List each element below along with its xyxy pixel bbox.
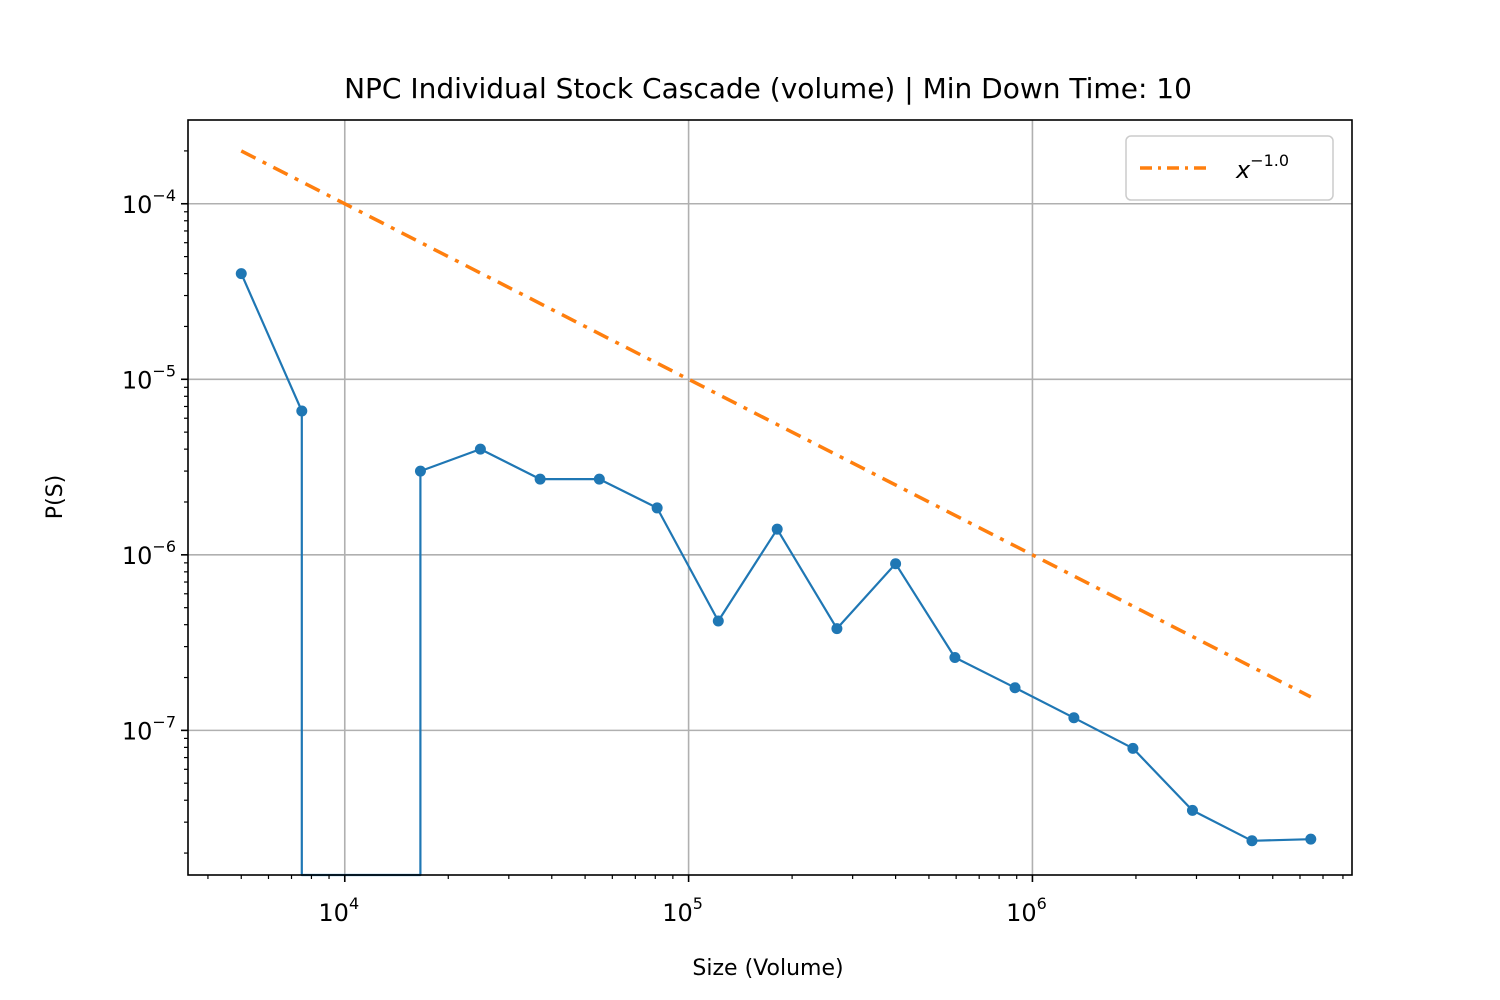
data-point xyxy=(593,473,605,485)
data-point xyxy=(1246,835,1258,847)
x-tick-exponent: 5 xyxy=(693,894,703,913)
x-tick-exponent: 4 xyxy=(349,894,359,913)
data-point xyxy=(534,473,546,485)
data-point xyxy=(831,623,843,635)
legend-entry-label: x−1.0 xyxy=(1235,151,1289,184)
x-tick-base: 10 xyxy=(1006,899,1037,927)
data-point xyxy=(1068,712,1080,724)
y-tick-exponent: −4 xyxy=(152,186,176,205)
x-tick-label: 106 xyxy=(1006,894,1047,927)
y-tick-exponent: −5 xyxy=(152,361,176,380)
x-tick-exponent: 6 xyxy=(1037,894,1047,913)
data-point xyxy=(712,615,724,627)
data-point xyxy=(1186,804,1198,816)
x-tick-base: 10 xyxy=(662,899,693,927)
series-line-data xyxy=(240,273,1311,877)
y-tick-label: 10−7 xyxy=(122,712,176,745)
grid xyxy=(188,120,1352,875)
legend-entry-exponent: −1.0 xyxy=(1250,151,1289,170)
x-axis-label: Size (Volume) xyxy=(692,956,843,981)
data-point xyxy=(296,405,308,417)
x-tick-label: 104 xyxy=(318,894,359,927)
y-tick-label: 10−6 xyxy=(122,537,176,570)
data-point xyxy=(1127,742,1139,754)
y-tick-label: 10−5 xyxy=(122,361,176,394)
legend-box xyxy=(1125,135,1334,201)
series-line-reference xyxy=(240,149,1312,699)
data-point xyxy=(1009,682,1021,694)
x-tick-label: 105 xyxy=(662,894,703,927)
series-layer xyxy=(235,149,1317,877)
y-tick-base: 10 xyxy=(122,717,153,745)
y-tick-base: 10 xyxy=(122,542,153,570)
legend-entry-base: x xyxy=(1235,156,1251,184)
y-axis-label: P(S) xyxy=(43,475,68,519)
y-tick-label: 10−4 xyxy=(122,186,176,219)
data-point xyxy=(235,268,247,280)
chart-title: NPC Individual Stock Cascade (volume) | … xyxy=(344,72,1192,105)
plot-frame xyxy=(187,119,1353,876)
data-point xyxy=(651,502,663,514)
data-point xyxy=(890,558,902,570)
y-tick-base: 10 xyxy=(122,366,153,394)
y-tick-exponent: −7 xyxy=(152,712,176,731)
data-point xyxy=(1305,833,1317,845)
data-point xyxy=(414,465,426,477)
data-point xyxy=(474,443,486,455)
data-point xyxy=(949,652,961,664)
y-tick-exponent: −6 xyxy=(152,537,176,556)
legend: x−1.0 xyxy=(1125,135,1334,201)
x-tick-base: 10 xyxy=(318,899,349,927)
y-tick-base: 10 xyxy=(122,191,153,219)
data-point xyxy=(771,523,783,535)
axis-ticks xyxy=(181,150,1344,882)
